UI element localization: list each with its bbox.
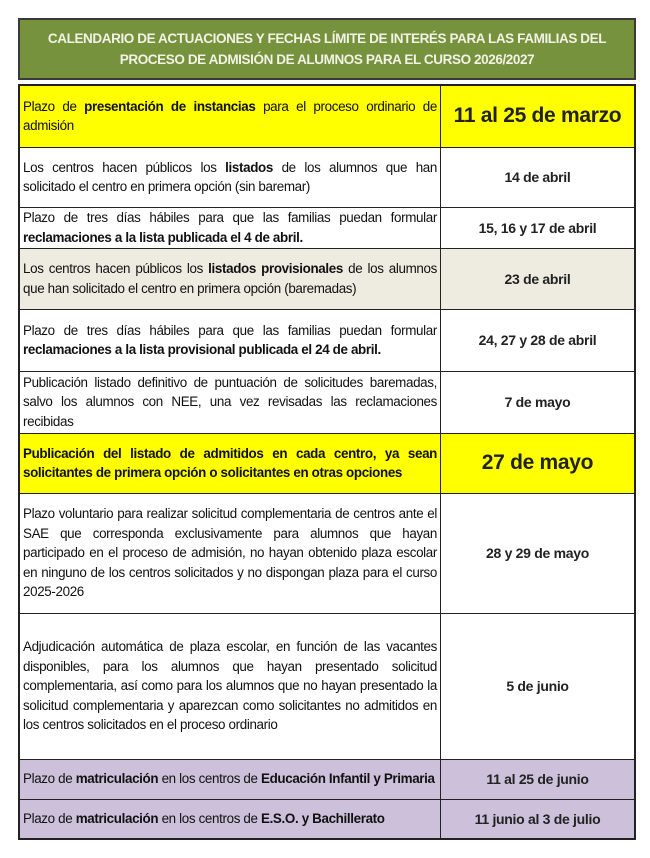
text: Plazo de tres días hábiles para que las … bbox=[23, 210, 437, 225]
text: de los alumnos que han solicitado el cen… bbox=[23, 261, 437, 296]
text: Plazo de bbox=[23, 771, 76, 787]
bold-text: reclamaciones a la lista publicada el 4 … bbox=[23, 229, 303, 245]
text: Los centros hacen públicos los bbox=[23, 159, 226, 175]
row-date: 5 de junio bbox=[440, 612, 636, 760]
row-date: 27 de mayo bbox=[440, 432, 636, 494]
row-description: Los centros hacen públicos los listados … bbox=[18, 247, 441, 310]
row-description: Plazo de presentación de instancias para… bbox=[18, 84, 441, 148]
bold-text: listados provisionales bbox=[208, 261, 343, 276]
text: de los alumnos que han solicitado el cen… bbox=[23, 159, 437, 195]
row-date: 24, 27 y 28 de abril bbox=[440, 308, 636, 372]
text: Adjudicación automática de plaza escolar… bbox=[23, 639, 437, 733]
row-date: 15, 16 y 17 de abril bbox=[440, 206, 636, 249]
text: Plazo de tres días hábiles para que las … bbox=[23, 322, 437, 338]
text: Plazo de bbox=[23, 811, 76, 826]
bold-text: presentación de instancias bbox=[84, 98, 256, 114]
table-row: Publicación listado definitivo de puntua… bbox=[18, 370, 636, 434]
row-description: Plazo de matriculación en los centros de… bbox=[18, 798, 441, 840]
table-row: Adjudicación automática de plaza escolar… bbox=[18, 612, 636, 760]
bold-text: Publicación del listado de admitidos en … bbox=[23, 445, 437, 481]
text: Publicación listado definitivo de puntua… bbox=[23, 374, 437, 429]
table-row: Los centros hacen públicos los listados … bbox=[18, 146, 636, 208]
bold-text: matriculación bbox=[75, 811, 159, 826]
row-description: Publicación del listado de admitidos en … bbox=[18, 432, 441, 494]
row-date: 11 al 25 de marzo bbox=[440, 84, 636, 148]
row-description: Plazo voluntario para realizar solicitud… bbox=[18, 492, 441, 614]
table-row: Plazo de matriculación en los centros de… bbox=[18, 758, 636, 800]
text: Los centros hacen públicos los bbox=[23, 261, 209, 276]
text: Plazo de bbox=[23, 98, 85, 114]
text: Plazo voluntario para realizar solicitud… bbox=[23, 506, 437, 600]
row-description: Adjudicación automática de plaza escolar… bbox=[18, 612, 441, 760]
bold-text: listados bbox=[225, 159, 273, 175]
calendar-table: Plazo de presentación de instancias para… bbox=[18, 84, 636, 840]
table-row: Plazo de presentación de instancias para… bbox=[18, 84, 636, 148]
row-description: Plazo de tres días hábiles para que las … bbox=[18, 308, 441, 372]
bold-text: Educación Infantil y Primaria bbox=[260, 771, 435, 787]
table-row: Los centros hacen públicos los listados … bbox=[18, 247, 636, 310]
text: para el proceso ordinario de admisión bbox=[23, 98, 437, 134]
table-row: Plazo de tres días hábiles para que las … bbox=[18, 206, 636, 249]
row-description: Plazo de matriculación en los centros de… bbox=[18, 758, 441, 800]
row-date: 28 y 29 de mayo bbox=[440, 492, 636, 614]
table-row: Plazo de tres días hábiles para que las … bbox=[18, 308, 636, 372]
text: en los centros de bbox=[158, 771, 261, 787]
row-description: Los centros hacen públicos los listados … bbox=[18, 146, 441, 208]
page-title: CALENDARIO DE ACTUACIONES Y FECHAS LÍMIT… bbox=[18, 18, 636, 80]
row-description: Plazo de tres días hábiles para que las … bbox=[18, 206, 441, 249]
table-row: Plazo de matriculación en los centros de… bbox=[18, 798, 636, 840]
bold-text: reclamaciones a la lista provisional pub… bbox=[23, 342, 381, 357]
row-date: 11 al 25 de junio bbox=[440, 758, 636, 800]
row-date: 14 de abril bbox=[440, 146, 636, 208]
table-row: Publicación del listado de admitidos en … bbox=[18, 432, 636, 494]
row-description: Publicación listado definitivo de puntua… bbox=[18, 370, 441, 434]
text: en los centros de bbox=[158, 811, 261, 826]
bold-text: E.S.O. y Bachillerato bbox=[260, 811, 385, 826]
row-date: 7 de mayo bbox=[440, 370, 636, 434]
row-date: 23 de abril bbox=[440, 247, 636, 310]
row-date: 11 junio al 3 de julio bbox=[440, 798, 636, 840]
bold-text: matriculación bbox=[75, 771, 159, 787]
table-row: Plazo voluntario para realizar solicitud… bbox=[18, 492, 636, 614]
